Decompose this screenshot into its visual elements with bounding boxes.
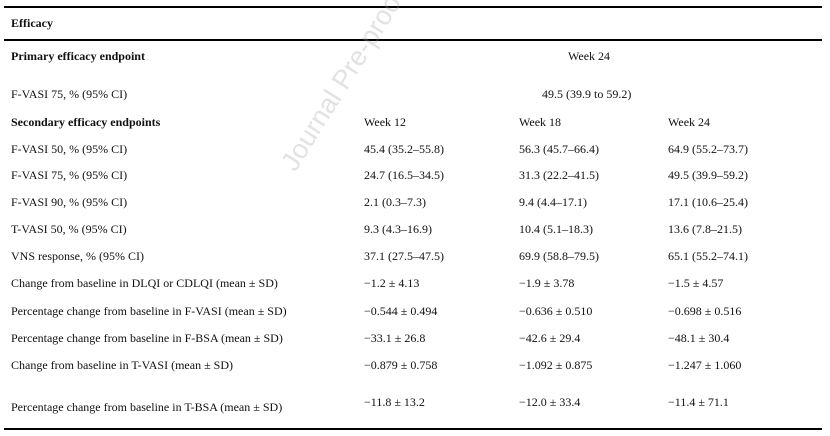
table-row-label: Percentage change from baseline in F-BSA… [11,331,283,345]
table-row-label: F-VASI 75, % (95% CI) [11,168,128,182]
table-cell: −1.247 ± 1.060 [668,358,742,372]
table-cell: 49.5 (39.9–59.2) [668,168,748,182]
table-cell: −11.8 ± 13.2 [364,395,425,409]
table-bottom-rule [4,428,822,430]
table-cell: 17.1 (10.6–25.4) [668,195,748,209]
header-week-18: Week 18 [519,115,562,129]
table-cell: −1.9 ± 3.78 [519,276,575,290]
table-cell: 69.9 (58.8–79.5) [519,249,599,263]
primary-endpoint-label: Primary efficacy endpoint [11,49,145,63]
table-cell: −1.092 ± 0.875 [519,358,593,372]
table-cell: 10.4 (5.1–18.3) [519,222,593,236]
table-row-label: Percentage change from baseline in T-BSA… [11,400,283,414]
table-cell: −33.1 ± 26.8 [364,331,426,345]
table-cell: 65.1 (55.2–74.1) [668,249,748,263]
table-cell: −0.879 ± 0.758 [364,358,438,372]
table-cell: 24.7 (16.5–34.5) [364,168,444,182]
table-row-label: VNS response, % (95% CI) [11,249,144,263]
table-row-label: Percentage change from baseline in F-VAS… [11,304,287,318]
section-title: Efficacy [11,16,53,30]
table-cell: 56.3 (45.7–66.4) [519,142,599,156]
table-cell: 13.6 (7.8–21.5) [668,222,742,236]
table-row-label: F-VASI 90, % (95% CI) [11,195,128,209]
table-cell: −48.1 ± 30.4 [668,331,730,345]
table-row-label: T-VASI 50, % (95% CI) [11,222,127,236]
table-cell: 9.4 (4.4–17.1) [519,195,587,209]
table-cell: −42.6 ± 29.4 [519,331,581,345]
table-cell: −1.5 ± 4.57 [668,276,724,290]
secondary-endpoint-label: Secondary efficacy endpoints [11,115,161,129]
table-cell: 9.3 (4.3–16.9) [364,222,432,236]
table-top-rule [4,6,822,8]
table-cell: −11.4 ± 71.1 [668,395,729,409]
header-week-12: Week 12 [364,115,407,129]
table-cell: −0.636 ± 0.510 [519,304,593,318]
primary-week-header: Week 24 [568,49,611,63]
table-cell: 37.1 (27.5–47.5) [364,249,444,263]
table-cell: 2.1 (0.3–7.3) [364,195,426,209]
table-header-rule [4,39,822,41]
table-cell: 64.9 (55.2–73.7) [668,142,748,156]
table-cell: −0.698 ± 0.516 [668,304,742,318]
primary-row-value: 49.5 (39.9 to 59.2) [542,87,632,101]
table-row-label: Change from baseline in T-VASI (mean ± S… [11,358,233,372]
table-row-label: F-VASI 50, % (95% CI) [11,142,128,156]
table-cell: −0.544 ± 0.494 [364,304,438,318]
table-row-label: Change from baseline in DLQI or CDLQI (m… [11,276,278,290]
header-week-24: Week 24 [668,115,711,129]
table-cell: −12.0 ± 33.4 [519,395,581,409]
table-cell: 31.3 (22.2–41.5) [519,168,599,182]
table-cell: 45.4 (35.2–55.8) [364,142,444,156]
table-cell: −1.2 ± 4.13 [364,276,420,290]
primary-row-label: F-VASI 75, % (95% CI) [11,87,128,101]
